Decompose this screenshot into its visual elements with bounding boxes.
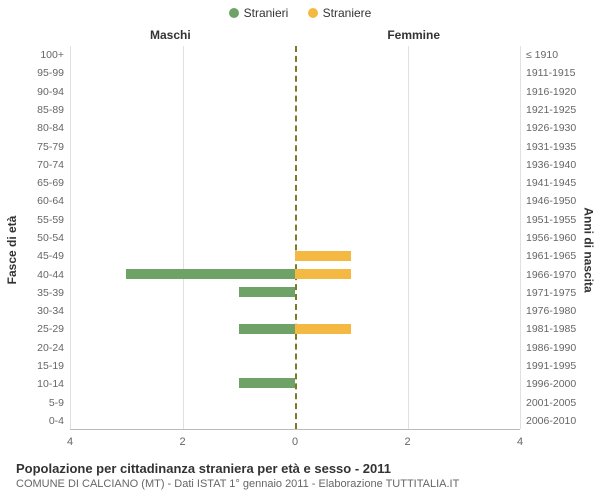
x-tick-label: 4 xyxy=(67,436,73,448)
gridline xyxy=(408,46,409,429)
legend-swatch-male xyxy=(229,8,239,18)
legend-item-male: Stranieri xyxy=(229,6,289,20)
legend-label-female: Straniere xyxy=(323,6,372,20)
age-label: 15-19 xyxy=(37,360,64,372)
birth-year-label: 2006-2010 xyxy=(526,415,576,427)
caption: Popolazione per cittadinanza straniera p… xyxy=(16,461,584,490)
birth-year-label: 1996-2000 xyxy=(526,378,576,390)
birth-year-label: ≤ 1910 xyxy=(526,49,558,61)
age-label: 50-54 xyxy=(37,232,64,244)
birth-year-label: 1931-1935 xyxy=(526,141,576,153)
age-label: 10-14 xyxy=(37,378,64,390)
age-label: 0-4 xyxy=(49,415,64,427)
birth-year-label: 1936-1940 xyxy=(526,159,576,171)
age-label: 75-79 xyxy=(37,141,64,153)
bar-male xyxy=(239,287,295,297)
zero-line xyxy=(295,46,297,429)
x-tick-label: 0 xyxy=(292,436,298,448)
legend: Stranieri Straniere xyxy=(0,6,600,21)
age-label: 90-94 xyxy=(37,86,64,98)
age-label: 45-49 xyxy=(37,250,64,262)
header-male: Maschi xyxy=(150,28,191,42)
plot-area xyxy=(70,46,520,430)
birth-year-label: 1951-1955 xyxy=(526,214,576,226)
age-label: 40-44 xyxy=(37,269,64,281)
age-label: 60-64 xyxy=(37,195,64,207)
birth-year-label: 1946-1950 xyxy=(526,195,576,207)
birth-year-label: 2001-2005 xyxy=(526,397,576,409)
y-axis-right-title: Anni di nascita xyxy=(581,207,595,292)
age-label: 70-74 xyxy=(37,159,64,171)
age-label: 100+ xyxy=(40,49,64,61)
birth-year-label: 1991-1995 xyxy=(526,360,576,372)
birth-year-label: 1976-1980 xyxy=(526,305,576,317)
birth-year-label: 1986-1990 xyxy=(526,342,576,354)
birth-year-label: 1921-1925 xyxy=(526,104,576,116)
birth-year-label: 1911-1915 xyxy=(526,67,575,79)
caption-title: Popolazione per cittadinanza straniera p… xyxy=(16,461,584,476)
age-label: 95-99 xyxy=(37,67,64,79)
bar-male xyxy=(239,378,295,388)
birth-year-label: 1961-1965 xyxy=(526,250,576,262)
x-tick-label: 2 xyxy=(179,436,185,448)
legend-label-male: Stranieri xyxy=(244,6,289,20)
age-label: 55-59 xyxy=(37,214,64,226)
population-pyramid-chart: Stranieri Straniere Maschi Femmine Fasce… xyxy=(0,0,600,500)
birth-year-label: 1981-1985 xyxy=(526,323,576,335)
bar-male xyxy=(239,324,295,334)
legend-item-female: Straniere xyxy=(308,6,372,20)
age-label: 35-39 xyxy=(37,287,64,299)
gridline xyxy=(70,46,71,429)
birth-year-label: 1966-1970 xyxy=(526,269,576,281)
age-label: 85-89 xyxy=(37,104,64,116)
birth-year-label: 1956-1960 xyxy=(526,232,576,244)
birth-year-label: 1971-1975 xyxy=(526,287,576,299)
birth-year-label: 1941-1945 xyxy=(526,177,576,189)
bar-female xyxy=(295,251,351,261)
x-tick-label: 4 xyxy=(517,436,523,448)
bar-male xyxy=(126,269,295,279)
bar-female xyxy=(295,269,351,279)
y-axis-left-title: Fasce di età xyxy=(5,216,19,285)
age-label: 65-69 xyxy=(37,177,64,189)
age-label: 25-29 xyxy=(37,323,64,335)
age-label: 80-84 xyxy=(37,122,64,134)
gridline xyxy=(183,46,184,429)
gridline xyxy=(520,46,521,429)
bar-female xyxy=(295,324,351,334)
age-label: 5-9 xyxy=(49,397,64,409)
birth-year-label: 1926-1930 xyxy=(526,122,576,134)
legend-swatch-female xyxy=(308,8,318,18)
age-label: 30-34 xyxy=(37,305,64,317)
header-female: Femmine xyxy=(387,28,440,42)
x-tick-label: 2 xyxy=(404,436,410,448)
birth-year-label: 1916-1920 xyxy=(526,86,576,98)
age-label: 20-24 xyxy=(37,342,64,354)
caption-subtitle: COMUNE DI CALCIANO (MT) - Dati ISTAT 1° … xyxy=(16,478,584,490)
